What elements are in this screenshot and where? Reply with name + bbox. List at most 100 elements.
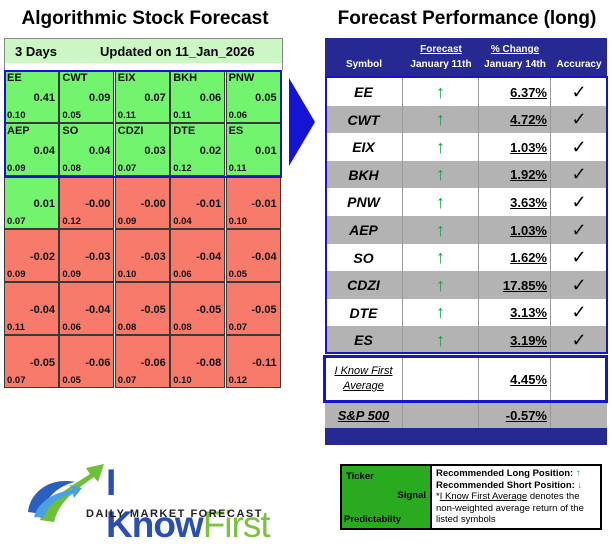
table-row: BKH ↑ 1.92% ✓: [325, 160, 607, 189]
row-symbol: ES: [325, 326, 403, 355]
cell-symbol: PNW: [228, 72, 255, 84]
cell-predictability: 0.11: [173, 110, 192, 121]
forecast-cell: -0.01 0.04: [170, 176, 226, 229]
right-arrow-icon: [289, 78, 315, 166]
row-change: 3.63%: [479, 188, 551, 217]
table-row: EIX ↑ 1.03% ✓: [325, 133, 607, 162]
cell-predictability: 0.10: [7, 110, 26, 121]
forecast-cell: EE 0.41 0.10: [4, 70, 59, 123]
forecast-cell: 0.01 0.07: [4, 176, 59, 229]
logo-brand-part2: First: [202, 504, 271, 545]
benchmark-change: -0.57%: [479, 403, 551, 428]
cell-predictability: 0.12: [228, 375, 248, 386]
cell-signal: -0.01: [196, 198, 222, 210]
cell-predictability: 0.12: [173, 163, 192, 174]
forecast-cell: BKH 0.06 0.11: [170, 70, 226, 123]
forecast-cell: -0.00 0.12: [59, 176, 115, 229]
down-arrow-icon: ↓: [577, 479, 583, 491]
forecast-cell: -0.04 0.06: [59, 282, 115, 335]
cell-symbol: CDZI: [117, 125, 144, 137]
row-symbol: CWT: [325, 105, 403, 134]
forecast-cell: -0.06 0.05: [59, 335, 115, 388]
cell-symbol: CWT: [62, 72, 88, 84]
forecast-cell: -0.03 0.10: [114, 229, 170, 282]
cell-signal: -0.04: [85, 304, 111, 316]
row-change: 1.03%: [479, 133, 551, 162]
checkmark-icon: ✓: [571, 81, 587, 102]
table-row: CWT ↑ 4.72% ✓: [325, 105, 607, 134]
cell-predictability: 0.06: [173, 269, 192, 280]
cell-signal: 0.01: [255, 145, 277, 157]
note-text: denotes the non-weighted average return …: [436, 491, 584, 525]
cell-signal: 0.09: [88, 92, 111, 104]
cell-predictability: 0.07: [7, 375, 26, 386]
updated-label: Updated on 11_Jan_2026: [100, 43, 255, 59]
cell-signal: 0.05: [255, 92, 277, 104]
note-link: I Know First Average: [439, 491, 528, 502]
checkmark-icon: ✓: [571, 109, 587, 130]
row-change: 17.85%: [479, 271, 551, 300]
cell-signal: -0.02: [29, 251, 55, 263]
cell-signal: -0.06: [85, 357, 111, 369]
legend-text: Recommended Long Position: ↑ Recommended…: [432, 466, 600, 528]
cell-symbol: AEP: [7, 125, 30, 137]
cell-signal: -0.05: [251, 304, 277, 316]
cell-signal: -0.05: [140, 304, 166, 316]
table-row: SO ↑ 1.62% ✓: [325, 243, 607, 272]
up-arrow-icon: ↑: [403, 298, 479, 327]
forecast-cell: PNW 0.05 0.06: [225, 70, 281, 123]
cell-predictability: 0.10: [228, 216, 248, 227]
cell-symbol: BKH: [173, 72, 198, 84]
cell-predictability: 0.07: [7, 216, 26, 227]
row-change: 6.37%: [479, 78, 551, 106]
cell-signal: 0.03: [144, 145, 166, 157]
up-arrow-icon: ↑: [575, 468, 581, 479]
up-arrow-icon: ↑: [403, 160, 479, 189]
cell-symbol: DTE: [173, 125, 196, 137]
cell-signal: -0.01: [251, 198, 277, 210]
performance-table: Symbol Forecast January 11th % Change Ja…: [325, 38, 607, 428]
col-forecast-date: January 11th: [410, 59, 472, 70]
cell-predictability: 0.08: [173, 322, 192, 333]
row-change: 1.03%: [479, 216, 551, 244]
col-accuracy: Accuracy: [556, 59, 602, 70]
legend-predictability: Predictabilty: [344, 514, 402, 525]
table-header: Symbol Forecast January 11th % Change Ja…: [325, 38, 607, 76]
row-symbol: DTE: [325, 298, 403, 327]
cell-symbol: EE: [7, 72, 22, 84]
up-arrow-icon: ↑: [403, 326, 479, 355]
horizon-label: 3 Days: [15, 43, 57, 59]
cell-signal: -0.05: [29, 357, 55, 369]
cell-signal: -0.08: [196, 357, 222, 369]
cell-signal: -0.00: [85, 198, 111, 210]
up-arrow-icon: ↑: [403, 243, 479, 272]
cell-signal: -0.05: [196, 304, 222, 316]
forecast-cell: -0.05 0.08: [170, 282, 226, 335]
checkmark-icon: ✓: [571, 136, 587, 157]
cell-signal: -0.04: [196, 251, 222, 263]
checkmark-icon: ✓: [571, 219, 587, 240]
cell-predictability: 0.06: [62, 322, 81, 333]
row-change: 1.92%: [479, 160, 551, 189]
note-asterisk: *: [436, 491, 440, 502]
left-panel-title: Algorithmic Stock Forecast: [21, 8, 269, 29]
row-symbol: AEP: [325, 216, 403, 244]
up-arrow-icon: ↑: [403, 78, 479, 106]
average-label: I Know First Average: [325, 356, 403, 402]
cell-symbol: ES: [228, 125, 244, 137]
legend-box: Ticker Signal Predictabilty Recommended …: [340, 464, 602, 530]
table-row: AEP ↑ 1.03% ✓: [325, 216, 607, 244]
up-arrow-icon: ↑: [403, 105, 479, 134]
row-change: 3.13%: [479, 298, 551, 327]
legend-short-label: Recommended Short Position:: [436, 479, 575, 491]
logo-tagline: DAILY MARKET FORECAST: [86, 508, 263, 520]
forecast-cell: -0.05 0.08: [114, 282, 170, 335]
row-change: 4.72%: [479, 105, 551, 134]
cell-predictability: 0.09: [117, 216, 137, 227]
row-symbol: CDZI: [325, 271, 403, 300]
cell-predictability: 0.07: [117, 375, 137, 386]
cell-predictability: 0.08: [117, 322, 137, 333]
cell-predictability: 0.07: [117, 163, 137, 174]
i-know-first-logo: I KnowFirst DAILY MARKET FORECAST: [20, 462, 280, 545]
cell-signal: -0.03: [85, 251, 111, 263]
